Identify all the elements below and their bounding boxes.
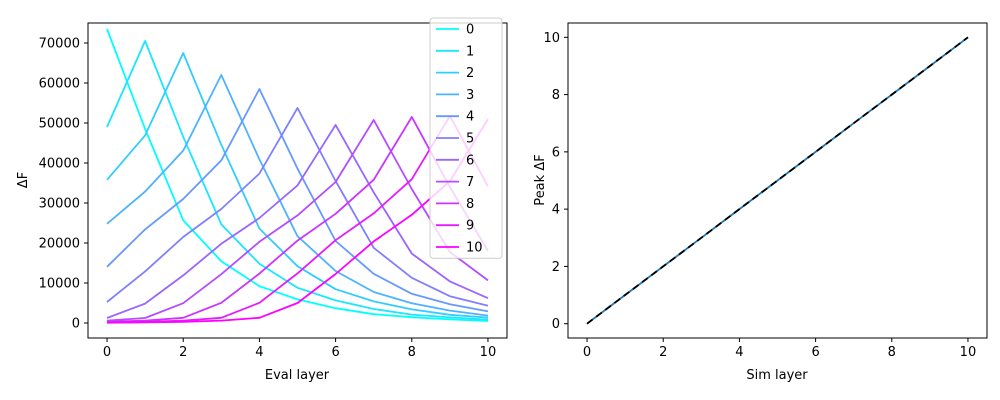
legend-entry-3: 3 xyxy=(436,88,474,103)
legend-entry-4: 4 xyxy=(436,110,474,125)
x-tick-label: 8 xyxy=(888,345,896,360)
x-tick-label: 0 xyxy=(583,345,591,360)
y-tick-label: 70000 xyxy=(39,37,80,52)
y-tick-label: 2 xyxy=(552,260,560,275)
y-tick-label: 20000 xyxy=(39,237,80,252)
series-line-9 xyxy=(106,115,489,324)
legend-label: 4 xyxy=(466,110,474,125)
series-line-0 xyxy=(106,28,489,322)
legend-label: 7 xyxy=(466,175,474,190)
series-line-4 xyxy=(106,88,489,313)
legend-entry-5: 5 xyxy=(436,132,474,147)
legend-label: 2 xyxy=(466,66,474,81)
y-tick-label: 60000 xyxy=(39,77,80,92)
series-line-5 xyxy=(106,107,489,307)
legend-entry-7: 7 xyxy=(436,175,474,190)
series-line-identity-reference xyxy=(586,36,969,325)
legend: 0 1 2 3 4 5 6 7 8 9 10 xyxy=(429,17,503,259)
y-tick-label: 30000 xyxy=(39,197,80,212)
right-yaxis-label: Peak ΔF xyxy=(533,154,548,205)
axes-frame xyxy=(87,22,508,339)
legend-entry-8: 8 xyxy=(436,197,474,212)
y-tick-label: 4 xyxy=(552,203,560,218)
legend-label: 5 xyxy=(466,132,474,147)
right-axes: 0 2 4 6 8 10 0 2 4 6 8 10 xyxy=(543,22,988,360)
legend-entry-10: 10 xyxy=(436,241,483,256)
legend-entry-9: 9 xyxy=(436,219,474,234)
legend-entry-2: 2 xyxy=(436,66,474,81)
legend-label: 9 xyxy=(466,219,474,234)
series-line-10 xyxy=(106,118,489,324)
left-xaxis-label: Eval layer xyxy=(265,368,330,383)
x-tick-label: 6 xyxy=(331,345,339,360)
legend-box xyxy=(429,17,503,259)
y-tick-label: 0 xyxy=(552,317,560,332)
legend-entry-0: 0 xyxy=(436,23,474,38)
x-tick-label: 10 xyxy=(960,345,977,360)
series-line-2 xyxy=(106,52,489,319)
y-tick-label: 6 xyxy=(552,145,560,160)
y-tick-label: 50000 xyxy=(39,117,80,132)
axes-frame xyxy=(567,22,988,339)
x-tick-label: 8 xyxy=(408,345,416,360)
legend-label: 8 xyxy=(466,197,474,212)
legend-label: 6 xyxy=(466,153,474,168)
series-line-8 xyxy=(106,116,489,323)
y-tick-label: 0 xyxy=(72,317,80,332)
legend-label: 3 xyxy=(466,88,474,103)
y-tick-label: 8 xyxy=(552,88,560,103)
y-tick-label: 10 xyxy=(543,31,560,46)
x-tick-label: 10 xyxy=(480,345,497,360)
x-tick-label: 0 xyxy=(103,345,111,360)
series-line-3 xyxy=(106,74,489,317)
x-tick-label: 2 xyxy=(659,345,667,360)
legend-entry-6: 6 xyxy=(436,153,474,168)
left-yaxis-label: ΔF xyxy=(16,172,31,188)
legend-label: 0 xyxy=(466,23,474,38)
y-tick-label: 40000 xyxy=(39,157,80,172)
legend-entry-1: 1 xyxy=(436,44,474,59)
legend-label: 1 xyxy=(466,44,474,59)
x-tick-label: 6 xyxy=(811,345,819,360)
series-line-1 xyxy=(106,40,489,321)
legend-label: 10 xyxy=(466,241,483,256)
series-line-6 xyxy=(106,124,489,319)
right-xaxis-label: Sim layer xyxy=(746,368,808,383)
x-tick-label: 4 xyxy=(735,345,743,360)
y-tick-label: 10000 xyxy=(39,277,80,292)
x-tick-label: 4 xyxy=(255,345,263,360)
series-line-7 xyxy=(106,119,489,322)
left-axes: 0 2 4 6 8 10010000200003000040000500006000070… xyxy=(39,17,508,360)
x-tick-label: 2 xyxy=(179,345,187,360)
